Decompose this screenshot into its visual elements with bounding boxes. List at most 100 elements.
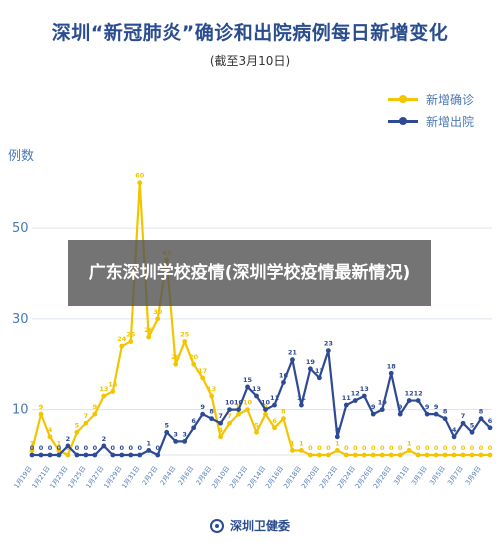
data-point-confirmed <box>316 452 322 458</box>
data-point-discharged <box>173 438 179 444</box>
data-point-confirmed <box>236 411 241 417</box>
data-point-discharged <box>200 411 206 417</box>
y-tick-label: 50 <box>12 221 29 236</box>
data-label-confirmed: 1 <box>299 439 304 447</box>
legend: 新增确诊 新增出院 <box>388 88 474 132</box>
data-label-discharged: 8 <box>209 408 214 416</box>
data-label-discharged: 23 <box>324 340 333 348</box>
x-tick-label: 3月9日 <box>464 465 483 487</box>
data-point-confirmed <box>92 411 98 417</box>
data-point-discharged <box>433 411 439 417</box>
data-point-confirmed <box>65 452 71 458</box>
data-label-discharged: 3 <box>173 430 178 438</box>
data-point-confirmed <box>38 411 44 417</box>
data-point-discharged <box>307 366 313 372</box>
data-point-discharged <box>119 452 125 458</box>
legend-item-discharged: 新增出院 <box>388 110 474 132</box>
data-point-confirmed <box>119 343 125 349</box>
data-point-discharged <box>155 452 161 458</box>
data-point-confirmed <box>254 429 259 435</box>
data-point-discharged <box>227 407 232 413</box>
data-point-discharged <box>397 411 403 417</box>
data-point-discharged <box>406 398 412 403</box>
data-point-confirmed <box>281 416 286 422</box>
data-label-confirmed: 0 <box>434 444 439 452</box>
data-label-discharged: 11 <box>342 394 352 402</box>
data-point-discharged <box>137 452 143 458</box>
data-point-confirmed <box>352 452 358 458</box>
data-point-discharged <box>299 402 304 408</box>
data-point-discharged <box>388 370 394 376</box>
data-point-discharged <box>478 416 484 422</box>
data-label-confirmed: 17 <box>198 367 207 375</box>
data-label-confirmed: 0 <box>488 444 493 452</box>
data-point-discharged <box>334 434 340 440</box>
footer-source-label: 深圳卫健委 <box>229 519 290 533</box>
data-point-confirmed <box>469 452 475 458</box>
data-label-discharged: 9 <box>371 403 376 411</box>
data-label-discharged: 7 <box>461 412 466 420</box>
data-point-confirmed <box>29 448 35 453</box>
data-label-discharged: 0 <box>57 444 62 452</box>
data-point-confirmed <box>424 452 430 458</box>
data-point-discharged <box>56 452 62 458</box>
data-point-discharged <box>415 398 421 403</box>
data-label-discharged: 17 <box>315 367 324 375</box>
data-label-confirmed: 6 <box>272 417 277 425</box>
data-label-confirmed: 0 <box>344 444 349 452</box>
data-point-confirmed <box>245 407 250 413</box>
data-label-discharged: 19 <box>306 358 316 366</box>
data-label-confirmed: 13 <box>207 385 216 393</box>
data-point-confirmed <box>299 448 304 453</box>
data-point-discharged <box>110 452 116 458</box>
data-point-confirmed <box>343 452 349 458</box>
data-label-confirmed: 60 <box>135 172 145 180</box>
data-label-discharged: 2 <box>102 435 107 443</box>
data-point-discharged <box>29 452 35 458</box>
data-label-confirmed: 14 <box>108 380 118 388</box>
data-label-discharged: 4 <box>335 426 340 434</box>
data-point-discharged <box>281 379 286 385</box>
data-point-discharged <box>263 407 268 413</box>
chart-title: 深圳“新冠肺炎”确诊和出院病例每日新增变化 <box>51 22 449 44</box>
x-tick-label: 2月4日 <box>159 465 178 487</box>
data-label-discharged: 2 <box>66 435 71 443</box>
data-label-confirmed: 0 <box>461 444 466 452</box>
data-label-confirmed: 9 <box>39 403 44 411</box>
data-label-discharged: 0 <box>120 444 125 452</box>
data-label-confirmed: 4 <box>48 426 53 434</box>
data-label-confirmed: 0 <box>470 444 475 452</box>
data-label-discharged: 5 <box>470 421 475 429</box>
data-label-discharged: 8 <box>443 408 448 416</box>
data-label-confirmed: 9 <box>93 403 98 411</box>
data-point-discharged <box>254 393 259 399</box>
data-point-confirmed <box>478 452 484 458</box>
data-label-confirmed: 20 <box>189 353 199 361</box>
data-label-confirmed: 0 <box>479 444 484 452</box>
footer-source: 深圳卫健委 <box>0 517 500 534</box>
x-tick-label: 2月28日 <box>372 465 393 490</box>
data-point-confirmed <box>379 452 385 458</box>
data-label-discharged: 5 <box>164 421 169 429</box>
data-point-discharged <box>128 452 134 458</box>
overlay-banner: 广东深圳学校疫情(深圳学校疫情最新情况) <box>68 240 431 306</box>
data-label-confirmed: 1 <box>57 439 62 447</box>
data-point-discharged <box>316 375 322 381</box>
data-point-discharged <box>236 407 241 413</box>
data-point-confirmed <box>361 452 367 458</box>
data-point-discharged <box>487 425 493 431</box>
data-point-confirmed <box>101 393 107 399</box>
data-label-confirmed: 7 <box>227 412 232 420</box>
data-label-discharged: 8 <box>479 408 484 416</box>
y-tick-label: 10 <box>12 403 29 418</box>
data-label-discharged: 9 <box>398 403 403 411</box>
series-line-confirmed <box>30 181 490 457</box>
data-point-confirmed <box>146 334 152 340</box>
data-label-discharged: 9 <box>200 403 205 411</box>
data-point-discharged <box>343 402 349 408</box>
data-point-confirmed <box>487 452 493 458</box>
data-point-discharged <box>92 452 98 458</box>
data-label-discharged: 9 <box>434 403 439 411</box>
data-label-confirmed: 1 <box>335 439 340 447</box>
data-point-discharged <box>469 429 475 435</box>
